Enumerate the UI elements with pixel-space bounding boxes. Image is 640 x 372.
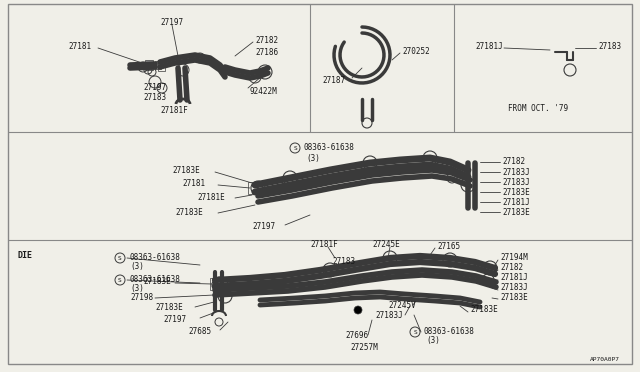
Text: 08363-61638: 08363-61638 [130, 275, 181, 283]
Text: 27197: 27197 [160, 17, 183, 26]
Text: 27181: 27181 [182, 179, 205, 187]
Text: 27181J: 27181J [475, 42, 503, 51]
Text: 08363-61638: 08363-61638 [423, 327, 474, 336]
Text: 27197: 27197 [163, 315, 186, 324]
Text: S: S [413, 330, 417, 334]
Text: 27183J: 27183J [502, 177, 530, 186]
Text: S: S [118, 278, 122, 282]
Text: 27187: 27187 [322, 76, 345, 84]
Circle shape [354, 306, 362, 314]
Text: 27181F: 27181F [310, 240, 338, 248]
Text: 27183E: 27183E [500, 294, 528, 302]
Text: 27183J: 27183J [500, 283, 528, 292]
Text: 27181J: 27181J [502, 198, 530, 206]
Text: 27696: 27696 [345, 331, 368, 340]
Text: 27183E: 27183E [175, 208, 203, 217]
Bar [145, 60, 153, 70]
Bar [248, 182, 258, 194]
Text: 27183E: 27183E [470, 305, 498, 314]
Text: 27198: 27198 [130, 292, 153, 301]
Text: 27257M: 27257M [350, 343, 378, 352]
Text: FROM OCT. '79: FROM OCT. '79 [508, 103, 568, 112]
Text: 27183E: 27183E [172, 166, 200, 174]
Text: 08363-61638: 08363-61638 [130, 253, 181, 262]
Text: 27685: 27685 [188, 327, 211, 337]
Text: 27183E: 27183E [143, 278, 171, 286]
Text: 27197: 27197 [143, 83, 166, 92]
Text: 08363-61638: 08363-61638 [303, 142, 354, 151]
Text: 27245E: 27245E [372, 240, 400, 248]
Text: S: S [118, 256, 122, 260]
Text: 27182: 27182 [255, 35, 278, 45]
Text: 27245V: 27245V [388, 301, 416, 311]
Text: (3): (3) [306, 154, 320, 163]
Text: (3): (3) [130, 263, 144, 272]
Text: 270252: 270252 [402, 46, 429, 55]
Text: 27181E: 27181E [197, 192, 225, 202]
Text: 27183: 27183 [598, 42, 621, 51]
Text: 27181F: 27181F [160, 106, 188, 115]
Text: 27183E: 27183E [502, 187, 530, 196]
Text: 27183: 27183 [332, 257, 355, 266]
Text: 27183E: 27183E [502, 208, 530, 217]
Text: AP70A0P7: AP70A0P7 [590, 357, 620, 362]
Text: 27183E: 27183E [155, 304, 183, 312]
Text: (3): (3) [426, 337, 440, 346]
Text: 27197: 27197 [252, 221, 275, 231]
Text: 92422M: 92422M [250, 87, 278, 96]
Text: 27181J: 27181J [500, 273, 528, 282]
Text: 27194M: 27194M [500, 253, 528, 263]
Text: 27183J: 27183J [502, 167, 530, 176]
Bar [155, 61, 161, 69]
Text: S: S [293, 145, 297, 151]
Text: 27183: 27183 [143, 93, 166, 102]
Bar [210, 278, 222, 290]
Text: DIE: DIE [18, 250, 33, 260]
Text: 27182: 27182 [500, 263, 523, 273]
Text: 27165: 27165 [437, 241, 460, 250]
Text: 27181: 27181 [68, 42, 91, 51]
Bar [158, 62, 165, 71]
Text: 27186: 27186 [255, 48, 278, 57]
Text: (3): (3) [130, 285, 144, 294]
Text: 27183J: 27183J [375, 311, 403, 321]
Text: 27182: 27182 [502, 157, 525, 166]
